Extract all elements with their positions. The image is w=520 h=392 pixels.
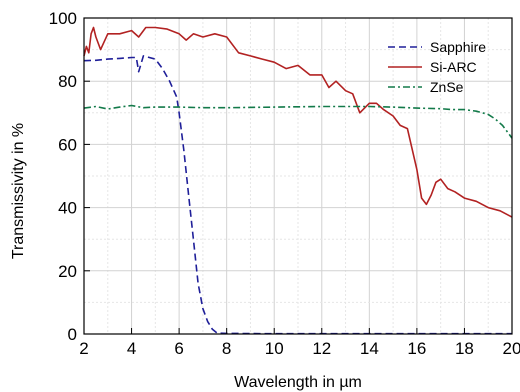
series-lines xyxy=(83,26,513,335)
axis-ticks: 2 4 6 8 10 12 14 16 18 20 0 20 40 60 80 100 xyxy=(49,9,520,358)
series-line-znse xyxy=(83,104,513,139)
legend-label: ZnSe xyxy=(430,79,464,95)
y-tick-label: 20 xyxy=(58,262,77,281)
x-tick-label: 10 xyxy=(265,339,284,358)
x-tick-label: 8 xyxy=(222,339,231,358)
legend: Sapphire Si-ARC ZnSe xyxy=(388,39,486,95)
x-tick-label: 20 xyxy=(503,339,520,358)
x-tick-label: 18 xyxy=(455,339,474,358)
y-tick-label: 80 xyxy=(58,72,77,91)
x-axis-label: Wavelength in µm xyxy=(234,374,362,391)
legend-label: Sapphire xyxy=(430,39,486,55)
series-line-si-arc xyxy=(83,26,513,218)
x-tick-label: 14 xyxy=(360,339,379,358)
y-tick-label: 60 xyxy=(58,135,77,154)
x-tick-label: 6 xyxy=(174,339,183,358)
y-tick-label: 0 xyxy=(68,325,77,344)
x-tick-label: 2 xyxy=(79,339,88,358)
y-tick-label: 100 xyxy=(49,9,77,28)
x-tick-label: 12 xyxy=(312,339,331,358)
y-tick-label: 40 xyxy=(58,199,77,218)
y-axis-label: Transmissivity in % xyxy=(10,123,27,259)
series-line-sapphire xyxy=(83,55,512,335)
legend-label: Si-ARC xyxy=(430,59,477,75)
plot-border xyxy=(83,17,513,335)
plot-frame xyxy=(83,17,513,335)
x-tick-label: 4 xyxy=(127,339,136,358)
x-tick-label: 16 xyxy=(407,339,426,358)
